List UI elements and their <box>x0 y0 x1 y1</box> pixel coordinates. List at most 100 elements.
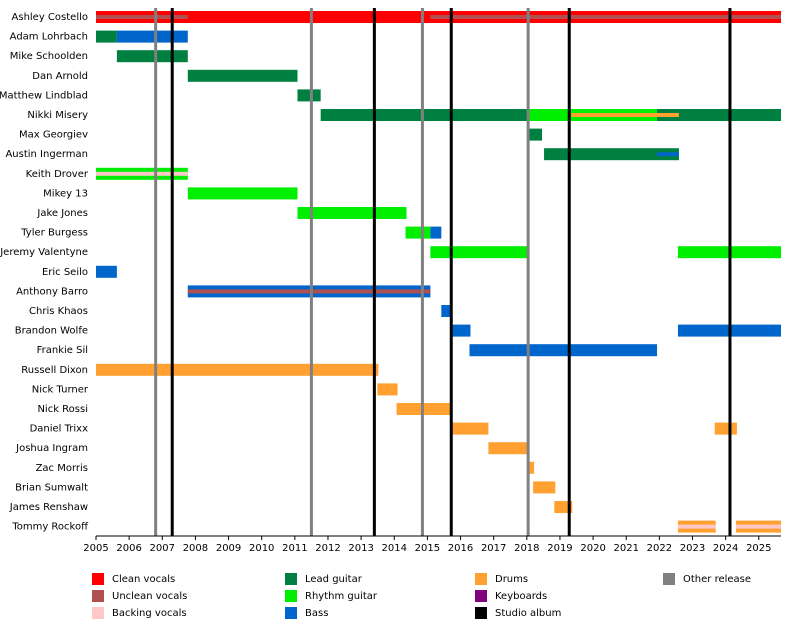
member-bar <box>187 289 431 294</box>
x-tick-label: 2012 <box>315 543 340 554</box>
member-bar <box>430 15 781 19</box>
member-bar <box>527 128 543 141</box>
member-label: Mike Schoolden <box>10 51 88 62</box>
x-tick-label: 2014 <box>382 543 407 554</box>
x-tick-label: 2010 <box>249 543 274 554</box>
x-tick-label: 2017 <box>481 543 506 554</box>
x-tick-label: 2011 <box>282 543 307 554</box>
member-label: Chris Khaos <box>29 306 88 317</box>
member-bar <box>96 265 117 278</box>
legend-label: Keyboards <box>495 591 547 602</box>
member-bar <box>657 152 679 157</box>
x-tick-label: 2023 <box>680 543 705 554</box>
member-bar <box>469 344 658 357</box>
x-tick-label: 2015 <box>415 543 440 554</box>
x-tick-label: 2022 <box>647 543 672 554</box>
member-label: Daniel Trixx <box>30 424 89 435</box>
member-bar <box>405 226 431 239</box>
member-label: Brandon Wolfe <box>15 326 88 337</box>
member-bar <box>297 89 321 102</box>
member-bar <box>451 422 489 435</box>
member-bar <box>714 422 737 435</box>
member-label: Jake Jones <box>36 208 88 219</box>
legend-swatch <box>92 607 104 619</box>
member-label: Jeremy Valentyne <box>0 247 88 258</box>
member-bar <box>441 305 452 317</box>
member-bar <box>571 113 679 117</box>
member-label: Tyler Burgess <box>20 228 88 239</box>
member-label: Mikey 13 <box>43 188 88 199</box>
member-label: Eric Seilo <box>42 267 88 278</box>
x-tick-label: 2008 <box>183 543 208 554</box>
member-bar <box>430 246 529 259</box>
legend-label: Other release <box>683 574 751 585</box>
member-label: Joshua Ingram <box>15 443 88 454</box>
member-label: Anthony Barro <box>16 286 88 297</box>
member-bar <box>116 30 188 43</box>
legend-swatch <box>285 573 297 585</box>
member-label: Nikki Misery <box>27 110 88 121</box>
member-bar <box>735 524 781 529</box>
legend-swatch <box>92 590 104 602</box>
legend-label: Rhythm guitar <box>305 591 378 602</box>
legend-label: Bass <box>305 608 328 619</box>
member-label: Dan Arnold <box>32 71 88 82</box>
member-label: Max Georgiev <box>19 130 88 141</box>
legend-swatch <box>285 607 297 619</box>
member-bar <box>377 383 398 396</box>
legend-swatch <box>475 590 487 602</box>
member-bar <box>533 481 556 494</box>
x-tick-label: 2006 <box>116 543 141 554</box>
member-label: Tommy Rockoff <box>11 522 89 533</box>
legend-swatch <box>663 573 675 585</box>
member-bar <box>96 363 379 376</box>
member-label: Keith Drover <box>26 169 89 180</box>
x-tick-label: 2020 <box>580 543 605 554</box>
member-label: Ashley Costello <box>12 12 88 23</box>
x-tick-label: 2009 <box>216 543 241 554</box>
member-label: Matthew Lindblad <box>0 90 88 101</box>
legend-label: Studio album <box>495 608 561 619</box>
member-bar <box>430 226 442 239</box>
legend-label: Clean vocals <box>112 574 175 585</box>
member-bar <box>96 15 188 19</box>
member-label: Austin Ingerman <box>5 149 88 160</box>
legend-swatch <box>285 590 297 602</box>
member-bar <box>116 50 188 63</box>
x-tick-label: 2021 <box>614 543 639 554</box>
legend-swatch <box>92 573 104 585</box>
member-label: James Renshaw <box>9 502 88 513</box>
x-tick-label: 2013 <box>348 543 373 554</box>
member-bar <box>527 461 535 474</box>
member-label: Zac Morris <box>36 463 88 474</box>
x-tick-label: 2024 <box>713 543 738 554</box>
legend-label: Drums <box>495 574 528 585</box>
member-bar <box>187 187 298 200</box>
member-label: Nick Turner <box>32 384 89 395</box>
legend-label: Lead guitar <box>305 574 363 585</box>
member-label: Nick Rossi <box>37 404 88 415</box>
legend-label: Backing vocals <box>112 608 187 619</box>
member-label: Frankie Sil <box>37 345 88 356</box>
member-bar <box>488 442 529 455</box>
member-label: Adam Lohrbach <box>10 32 88 43</box>
member-bar <box>96 171 188 176</box>
x-tick-label: 2016 <box>448 543 473 554</box>
legend-label: Unclean vocals <box>112 591 187 602</box>
legend-swatch <box>475 607 487 619</box>
x-tick-label: 2005 <box>83 543 108 554</box>
member-bar <box>297 207 407 219</box>
x-tick-label: 2019 <box>547 543 572 554</box>
x-tick-label: 2025 <box>746 543 771 554</box>
member-bar <box>544 148 679 161</box>
legend-swatch <box>475 573 487 585</box>
member-bar <box>187 69 298 82</box>
member-bar <box>451 324 471 337</box>
member-bar <box>677 524 716 529</box>
member-label: Russell Dixon <box>21 365 88 376</box>
member-label: Brian Sumwalt <box>15 482 88 493</box>
member-bar <box>96 30 117 43</box>
x-tick-label: 2018 <box>514 543 539 554</box>
x-tick-label: 2007 <box>150 543 175 554</box>
